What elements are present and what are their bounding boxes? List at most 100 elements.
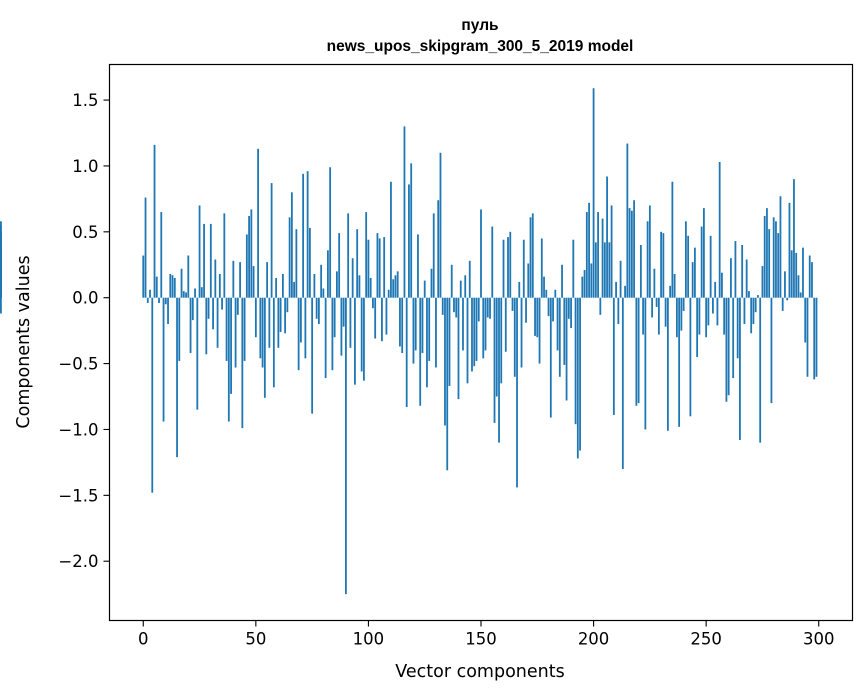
bar [646, 221, 649, 298]
y-tick-label: 0.5 [72, 223, 98, 242]
bar [207, 297, 210, 319]
bar [664, 297, 667, 327]
bar [322, 288, 325, 298]
bar [651, 297, 654, 318]
bar [221, 297, 223, 310]
bar [714, 281, 717, 298]
bar [691, 262, 694, 298]
bar [453, 297, 455, 313]
bar [513, 297, 516, 377]
bar [381, 297, 383, 342]
bar [241, 297, 244, 429]
bar [155, 276, 158, 298]
y-tick-label: −2.0 [58, 552, 98, 571]
bar [408, 184, 410, 298]
bar [196, 297, 199, 410]
bar [610, 205, 613, 298]
bar [284, 297, 287, 334]
bar [543, 276, 545, 298]
bar [633, 200, 635, 298]
bar [808, 255, 811, 298]
bar [288, 217, 291, 298]
bar [448, 297, 451, 386]
bar [189, 297, 192, 354]
bar [745, 259, 748, 298]
bar [333, 297, 336, 338]
bar [392, 279, 395, 298]
bar [648, 205, 651, 298]
bar [302, 173, 305, 298]
bar [709, 235, 712, 298]
bar [653, 268, 656, 298]
bar [394, 275, 397, 298]
bar [367, 239, 370, 298]
bar [212, 297, 214, 330]
bar [624, 285, 626, 298]
bar [491, 226, 494, 298]
bar [340, 297, 343, 356]
y-tick-label: 1.5 [72, 91, 98, 110]
bar [815, 297, 818, 377]
bar [666, 297, 669, 431]
bar [536, 297, 539, 338]
bar [725, 297, 728, 402]
bar [272, 297, 275, 388]
bar [504, 297, 507, 352]
bar [248, 216, 250, 298]
bar [570, 297, 572, 328]
bar [489, 297, 491, 319]
bar [529, 217, 532, 298]
bar [606, 176, 608, 298]
bar [239, 262, 241, 298]
bar [308, 227, 311, 298]
bar [299, 297, 302, 343]
bar [599, 297, 602, 315]
bar [592, 88, 595, 298]
bar [356, 229, 359, 298]
bar [405, 297, 408, 408]
bar [779, 196, 782, 298]
bar [401, 297, 404, 354]
bar [581, 276, 584, 298]
bar [615, 281, 617, 298]
bar [374, 297, 377, 339]
bar [261, 297, 264, 368]
bar [635, 297, 638, 406]
bar [703, 208, 705, 298]
bar [520, 297, 523, 368]
bar [784, 271, 786, 298]
bar [734, 241, 737, 298]
bar [669, 285, 672, 298]
bar [552, 297, 554, 322]
bar [387, 289, 390, 298]
bar [410, 163, 413, 298]
bar [558, 297, 561, 377]
bar [0, 248, 2, 298]
bar [628, 208, 631, 298]
bar [684, 221, 687, 298]
bar [365, 212, 368, 298]
x-tick-label: 300 [803, 630, 835, 649]
bar [716, 297, 719, 326]
bar [795, 252, 798, 298]
bar [750, 297, 753, 334]
bar [342, 297, 345, 327]
bar [191, 297, 194, 321]
y-axis: −2.0 −1.5 −1.0 −0.5 0.0 0.5 1.0 1.5 [58, 91, 110, 571]
bar [444, 297, 446, 426]
bar [412, 297, 415, 364]
bar [428, 297, 431, 361]
bar [311, 297, 314, 414]
bar [495, 297, 498, 397]
bar [813, 297, 816, 380]
bar [331, 297, 334, 371]
bar [423, 280, 426, 298]
bar [245, 234, 248, 298]
x-tick-label: 0 [138, 630, 149, 649]
bar [162, 297, 165, 422]
bar [471, 297, 473, 372]
bar [306, 171, 309, 298]
bar [194, 288, 196, 298]
x-tick-label: 200 [578, 630, 610, 649]
bar [153, 144, 156, 298]
